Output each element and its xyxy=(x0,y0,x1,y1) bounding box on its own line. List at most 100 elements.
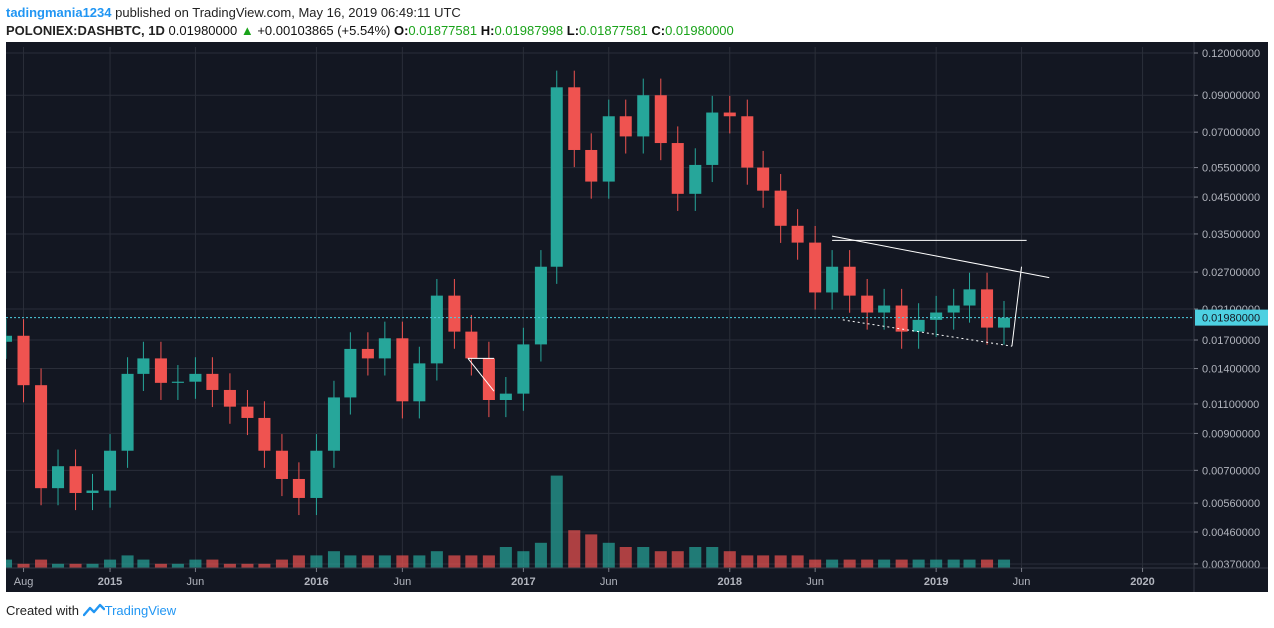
time-tick-label: Jun xyxy=(1013,576,1031,588)
candle-body xyxy=(723,112,736,117)
volume-bar xyxy=(568,530,581,568)
candle-body xyxy=(292,478,305,498)
candle-body xyxy=(930,312,943,320)
time-tick-label: 2015 xyxy=(98,576,122,588)
current-price-label: 0.01980000 xyxy=(1202,313,1260,325)
change-value: +0.00103865 (+5.54%) xyxy=(257,23,391,38)
volume-bar xyxy=(947,559,960,568)
grid xyxy=(6,47,1194,568)
volume-bar xyxy=(154,563,167,568)
volume-bar xyxy=(534,542,547,568)
candle-body xyxy=(826,266,839,293)
volume-bar xyxy=(258,563,271,568)
candle-body xyxy=(430,295,443,364)
time-tick-label: 2018 xyxy=(718,576,742,588)
price-tick-label: 0.09000000 xyxy=(1202,90,1260,102)
candle-body xyxy=(223,389,236,407)
close-label: C: xyxy=(651,23,666,38)
candle-body xyxy=(706,112,719,165)
candle-body xyxy=(310,450,323,498)
volume-bar xyxy=(137,559,150,568)
candle-body xyxy=(997,317,1011,328)
volume-bar xyxy=(791,555,804,568)
volume-bar xyxy=(981,559,994,568)
candle-body xyxy=(895,305,908,332)
candle-body xyxy=(154,358,167,383)
volume-bar xyxy=(413,555,426,568)
volume-bar xyxy=(878,559,891,568)
open-label: O: xyxy=(393,23,409,38)
volume-bar xyxy=(517,551,530,568)
published-text: published on TradingView.com, May 16, 20… xyxy=(115,5,461,20)
volume-bar xyxy=(275,559,288,568)
volume-bar xyxy=(396,555,409,568)
volume-bar xyxy=(843,559,856,568)
volume-bar xyxy=(206,559,219,568)
candle-body xyxy=(809,242,822,293)
created-with-label: Created with xyxy=(6,603,79,618)
author-link[interactable]: tadingmania1234 xyxy=(6,5,112,20)
time-tick-label: 2017 xyxy=(511,576,535,588)
volume-bar xyxy=(223,563,236,568)
candle-body xyxy=(637,95,650,137)
volume-bar xyxy=(895,559,908,568)
price-chart[interactable]: 0.12000000 0.09000000 0.07000000 0.05500000… xyxy=(0,42,1268,592)
candle-body xyxy=(791,225,804,243)
candle-body xyxy=(517,344,530,394)
candle-body xyxy=(963,289,976,306)
volume-bar xyxy=(826,559,839,568)
volume-bar xyxy=(550,475,563,568)
symbol-info: POLONIEX:DASHBTC, 1D 0.01980000 ▲ +0.001… xyxy=(6,22,1266,40)
volume-bar xyxy=(378,555,391,568)
volume-bar xyxy=(499,547,512,568)
volume-bar xyxy=(930,559,943,568)
volume-bar xyxy=(757,555,770,568)
drawings xyxy=(467,235,1050,392)
price-tick-label: 0.05500000 xyxy=(1202,163,1260,175)
volume-bar xyxy=(104,559,117,568)
candle-body xyxy=(396,338,409,402)
time-axis[interactable]: Aug 2015 Jun 2016 Jun 2017 Jun 2018 Jun 2019 Jun 20… xyxy=(6,567,1268,588)
resistance-trendline xyxy=(832,235,1050,279)
volume-bar xyxy=(0,559,13,568)
candle-body xyxy=(344,348,357,398)
price-axis[interactable]: 0.12000000 0.09000000 0.07000000 0.05500000… xyxy=(1193,42,1268,592)
volume-bar xyxy=(17,563,30,568)
chart-panel[interactable]: 0.12000000 0.09000000 0.07000000 0.05500000… xyxy=(0,42,1268,592)
time-tick-label: Jun xyxy=(394,576,412,588)
tradingview-brand[interactable]: TradingView xyxy=(104,603,177,618)
candle-body xyxy=(757,167,770,191)
volume-bar xyxy=(809,559,822,568)
candle-body xyxy=(361,348,374,359)
high-label: H: xyxy=(480,23,495,38)
price-tick-label: 0.02700000 xyxy=(1202,267,1260,279)
candle-body xyxy=(378,338,391,359)
time-tick-label: 2019 xyxy=(924,576,948,588)
candle-body xyxy=(861,295,874,313)
candle-body xyxy=(465,331,478,359)
volume-bar xyxy=(654,551,667,568)
candle-body xyxy=(121,373,134,451)
symbol-label: POLONIEX:DASHBTC, 1D xyxy=(6,23,165,38)
candle-body xyxy=(104,450,117,491)
volume-bar xyxy=(241,563,254,568)
volume-bar xyxy=(35,559,48,568)
price-tick-label: 0.12000000 xyxy=(1202,48,1260,60)
chart-header: tadingmania1234 published on TradingView… xyxy=(6,4,1266,40)
candle-body xyxy=(171,381,184,383)
candle-body xyxy=(550,87,563,267)
candle-body xyxy=(981,289,994,328)
current-price-tag xyxy=(1195,309,1268,326)
volume-bar xyxy=(619,547,632,568)
volume-bar xyxy=(637,547,650,568)
volume-bar xyxy=(997,559,1011,568)
candle-body xyxy=(482,358,495,401)
candle-body xyxy=(689,164,702,194)
candle-body xyxy=(671,143,684,194)
open-value: 0.01877581 xyxy=(408,23,478,38)
price-tick-label: 0.01100000 xyxy=(1202,399,1259,411)
volume-bar xyxy=(912,559,925,568)
candle-body xyxy=(534,266,547,345)
volume-bar xyxy=(361,555,374,568)
volume-bar xyxy=(51,563,65,568)
